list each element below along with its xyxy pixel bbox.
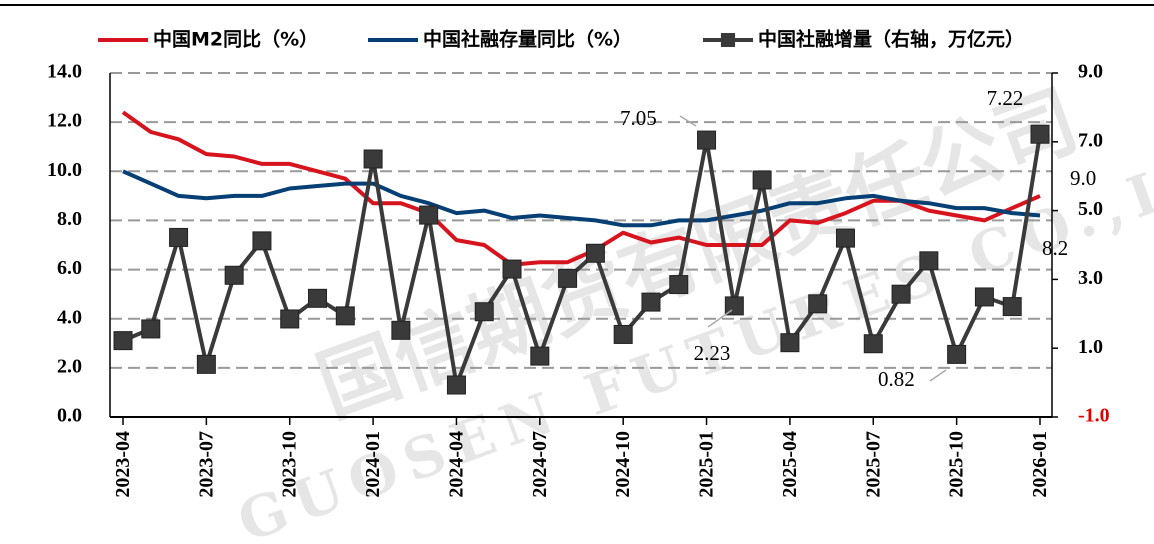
y-tick-label: 10.0 [47,159,82,181]
point-marker [280,309,300,329]
point-marker [669,275,689,295]
point-marker [835,228,855,248]
data-label: 7.05 [620,106,657,130]
y2-tick-label: 9.0 [1078,61,1103,83]
point-marker [808,294,828,314]
point-marker [697,130,717,150]
series-line [121,110,1041,267]
point-marker [196,354,216,374]
x-tick-label: 2025-10 [946,431,968,498]
x-tick-label: 2024-07 [529,431,551,498]
x-tick-label: 2025-04 [779,431,801,498]
point-marker [308,288,328,308]
x-tick-label: 2025-07 [862,431,884,498]
y2-tick-label: 1.0 [1078,336,1103,358]
y-tick-label: 8.0 [57,208,82,230]
point-marker [919,251,939,271]
point-marker [724,296,744,316]
x-tick-label: 2023-04 [112,431,134,498]
point-marker [446,375,466,395]
point-marker [947,344,967,364]
point-marker [641,292,661,312]
data-label: 0.82 [878,367,915,391]
y2-tick-label: -1.0 [1078,405,1110,427]
point-marker [363,149,383,169]
point-marker [419,205,439,225]
point-marker [252,231,272,251]
leader-line [679,115,697,127]
y-tick-label: 0.0 [57,405,82,427]
leader-line [929,369,947,382]
point-marker [558,268,578,288]
data-label: 7.22 [987,86,1024,110]
point-marker [780,333,800,353]
y-tick-label: 6.0 [57,257,82,279]
x-tick-label: 2023-10 [279,431,301,498]
x-tick-label: 2023-07 [195,431,217,498]
y-tick-label: 14.0 [47,61,82,83]
data-label: 8.2 [1042,236,1068,260]
point-marker [335,306,355,326]
y-tick-label: 4.0 [57,306,82,328]
point-marker [141,319,161,339]
point-marker [474,302,494,322]
legend-marker [721,33,735,47]
leader-line [707,309,733,328]
y-tick-label: 2.0 [57,355,82,377]
data-label: 9.0 [1070,166,1096,190]
point-marker [113,331,133,351]
point-marker [613,324,633,344]
point-marker [752,170,772,190]
point-marker [530,346,550,366]
point-marker [585,243,605,263]
point-marker [169,227,189,247]
series-line [122,169,1041,228]
point-marker [974,287,994,307]
x-tick-label: 2024-01 [362,431,384,498]
y-tick-label: 12.0 [47,110,82,132]
point-marker [224,265,244,285]
y2-tick-label: 5.0 [1078,198,1103,220]
point-marker [502,259,522,279]
x-tick-label: 2025-01 [696,431,718,498]
legend-label: 中国社融增量（右轴，万亿元） [758,28,1024,51]
point-marker [391,320,411,340]
y2-tick-label: 3.0 [1078,267,1103,289]
data-label: 2.23 [694,341,731,365]
y2-tick-label: 7.0 [1078,129,1103,151]
legend-label: 中国社融存量同比（%） [423,28,632,51]
x-tick-label: 2024-04 [445,431,467,498]
point-marker [1002,297,1022,317]
point-marker [891,284,911,304]
x-tick-label: 2026-01 [1029,431,1051,498]
point-marker [1030,124,1050,144]
x-tick-label: 2024-10 [612,431,634,498]
legend-label: 中国M2同比（%） [153,28,318,51]
series-line [122,133,1042,387]
point-marker [863,334,883,354]
